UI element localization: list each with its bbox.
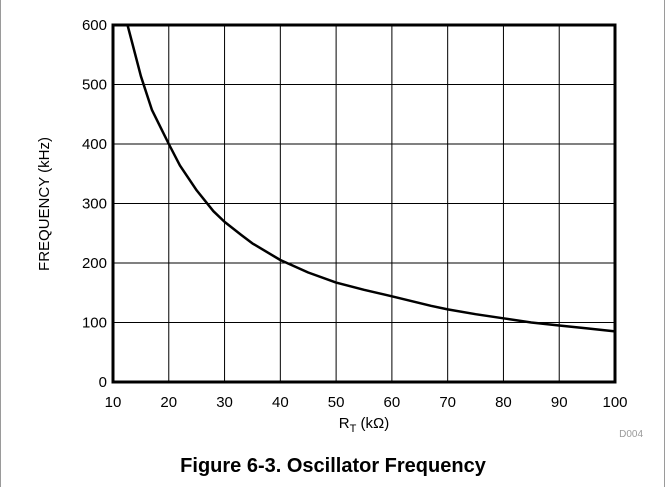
x-tick-label: 40 <box>272 394 289 411</box>
series-line <box>126 23 617 333</box>
y-tick-labels: 0 100 200 300 400 500 600 <box>82 17 107 391</box>
x-tick-label: 90 <box>551 394 568 411</box>
y-tick-label: 600 <box>82 17 107 34</box>
y-tick-label: 500 <box>82 77 107 94</box>
figure-id-label: D004 <box>619 429 643 440</box>
x-tick-label: 80 <box>495 394 512 411</box>
grid-lines <box>112 24 616 383</box>
x-tick-label: 20 <box>160 394 177 411</box>
x-tick-label: 70 <box>439 394 456 411</box>
x-tick-label: 10 <box>105 394 122 411</box>
x-axis-title-main: R <box>339 415 350 432</box>
y-tick-label: 300 <box>82 196 107 213</box>
x-tick-label: 50 <box>328 394 345 411</box>
series-curve-layer <box>126 23 617 333</box>
x-axis-title: RT (kΩ) <box>339 415 389 435</box>
x-tick-labels: 10 20 30 40 50 60 70 80 90 100 <box>105 394 628 411</box>
x-tick-label: 30 <box>216 394 233 411</box>
x-tick-label: 100 <box>602 394 627 411</box>
y-tick-label: 0 <box>99 374 107 391</box>
y-axis-title: FREQUENCY (kHz) <box>36 137 53 271</box>
x-tick-label: 60 <box>384 394 401 411</box>
y-tick-label: 200 <box>82 255 107 272</box>
x-axis-title-unit: (kΩ) <box>356 415 389 432</box>
y-tick-label: 100 <box>82 315 107 332</box>
figure-caption: Figure 6-3. Oscillator Frequency <box>180 455 487 477</box>
x-axis-title-subscript: T <box>350 423 357 435</box>
plot-border <box>111 23 617 384</box>
y-tick-label: 400 <box>82 136 107 153</box>
